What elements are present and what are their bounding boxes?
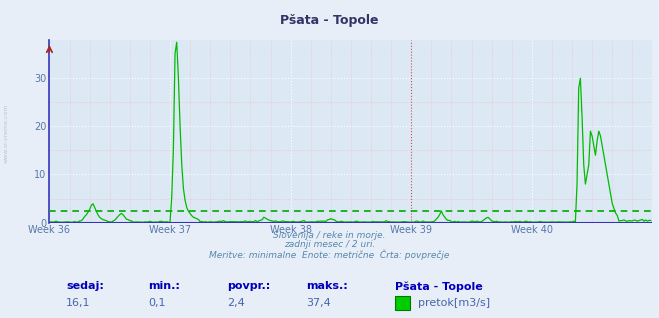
- Text: Meritve: minimalne  Enote: metrične  Črta: povprečje: Meritve: minimalne Enote: metrične Črta:…: [210, 250, 449, 260]
- Text: Pšata - Topole: Pšata - Topole: [395, 281, 483, 292]
- Text: povpr.:: povpr.:: [227, 281, 271, 291]
- Text: 16,1: 16,1: [66, 298, 90, 308]
- Text: min.:: min.:: [148, 281, 180, 291]
- Text: Slovenija / reke in morje.: Slovenija / reke in morje.: [273, 231, 386, 239]
- Text: maks.:: maks.:: [306, 281, 348, 291]
- Text: www.si-vreme.com: www.si-vreme.com: [4, 104, 9, 163]
- Text: zadnji mesec / 2 uri.: zadnji mesec / 2 uri.: [284, 240, 375, 249]
- Text: 37,4: 37,4: [306, 298, 331, 308]
- Text: Pšata - Topole: Pšata - Topole: [280, 14, 379, 27]
- Text: pretok[m3/s]: pretok[m3/s]: [418, 298, 490, 308]
- Text: 2,4: 2,4: [227, 298, 245, 308]
- Text: 0,1: 0,1: [148, 298, 166, 308]
- Text: sedaj:: sedaj:: [66, 281, 103, 291]
